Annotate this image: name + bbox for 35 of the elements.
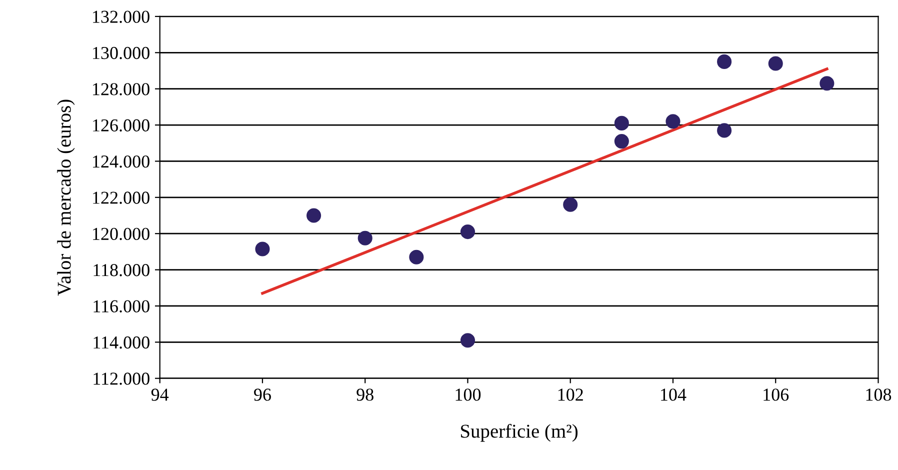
point	[717, 123, 732, 138]
y-tick-label: 132.000	[93, 10, 150, 23]
point	[460, 333, 476, 348]
y-axis-title: Valor de mercado (euros)	[57, 100, 75, 296]
y-tick-label: 130.000	[93, 46, 150, 60]
y-tick-label: 112.000	[94, 372, 150, 385]
point	[409, 250, 424, 264]
x-tick-label: 100	[456, 388, 481, 401]
point	[614, 134, 629, 149]
x-tick-label: 96	[254, 388, 271, 401]
y-tick-label: 120.000	[93, 228, 150, 240]
x-tick-label: 106	[764, 388, 789, 401]
y-tick-label: 122.000	[93, 192, 150, 204]
point	[563, 197, 578, 212]
point	[666, 114, 680, 129]
point	[820, 76, 834, 91]
x-tick-label: 104	[661, 388, 686, 401]
y-tick-label: 118.000	[94, 264, 150, 276]
y-tick-label: 114.000	[94, 336, 150, 349]
x-axis-title: Superficie (m²)	[461, 424, 578, 442]
point	[306, 208, 322, 223]
y-tick-label: 124.000	[93, 155, 150, 168]
x-tick-label: 98	[356, 388, 374, 401]
point	[358, 230, 372, 246]
point	[255, 242, 270, 256]
point	[717, 54, 732, 69]
point	[460, 224, 476, 240]
x-tick-label: 94	[151, 388, 169, 401]
y-tick-label: 116.000	[94, 300, 150, 312]
y-tick-label: 126.000	[93, 119, 150, 132]
point	[768, 56, 783, 71]
point	[614, 116, 629, 130]
x-tick-label: 108	[866, 388, 892, 401]
x-tick-label: 102	[558, 388, 583, 401]
y-tick-label: 128.000	[93, 83, 150, 96]
